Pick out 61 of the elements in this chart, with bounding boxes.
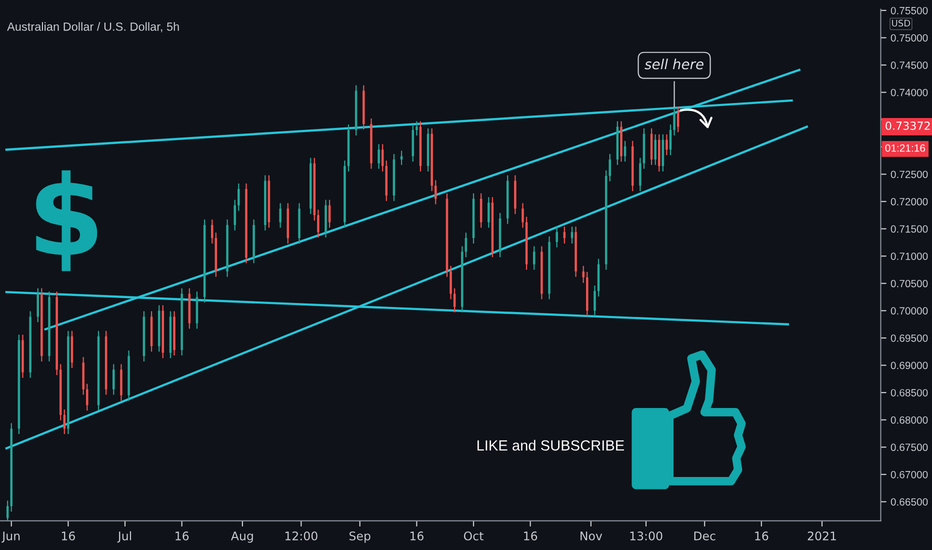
candlestick [450,265,452,300]
candlestick [378,144,380,170]
x-tick-label: Dec [694,532,716,540]
y-tick-label: 0.75500 [890,6,928,14]
x-tick-label: 16 [524,531,538,540]
y-tick-label: 0.70500 [890,280,928,288]
candlestick [522,202,524,228]
y-axis-title: USD [892,20,910,27]
candlestick [36,288,40,323]
candlestick [654,134,656,166]
x-tick-label: Sep [350,531,370,543]
y-tick-label: 0.72000 [890,198,928,206]
candlestick [532,246,536,270]
y-tick-label: 0.74500 [890,62,928,69]
y-tick-label: 0.74000 [890,88,928,96]
x-tick-label: 16 [62,531,75,540]
y-tick-label: 0.69500 [890,334,928,342]
candlestick [238,182,240,212]
x-tick-label: 12:00 [285,531,318,540]
x-tick-label: 13:00 [630,531,662,540]
y-tick-label: 0.69000 [890,362,928,370]
candlestick [594,285,596,317]
candlestick [488,196,490,228]
candlestick [416,120,418,136]
candlestick [434,180,437,205]
candlestick [86,383,88,412]
x-tick-label: 2021 [808,531,836,540]
candlestick [666,134,668,156]
candlestick [234,199,236,231]
text: 0.73372 [886,122,930,130]
x-tick-label: 16 [176,531,189,540]
y-tick-label: 0.67000 [890,470,928,478]
y-tick-label: 0.70000 [890,307,928,315]
annotation: LIKE and SUBSCRIBE [477,440,624,451]
x-tick-label: Nov [580,532,602,540]
text: 01:21:16 [885,144,925,152]
x-tick-label: Aug [231,532,253,543]
y-tick-label: 0.75000 [890,34,928,42]
y-tick-label: 0.71500 [890,225,928,233]
annotation: sell here [644,58,704,70]
candlestick [400,150,403,166]
candlestick [556,226,558,248]
x-tick-label: Oct [464,531,484,540]
x-tick-label: 16 [410,531,424,540]
x-tick-label: Jul [117,531,132,543]
y-tick-label: 0.72500 [890,170,928,178]
text: Australian Dollar / U.S. Dollar, 5h [7,22,179,32]
y-tick-label: 0.71000 [890,252,928,260]
candlestick [279,202,282,228]
candlestick [112,364,115,396]
x-tick-label: Jun [2,532,20,543]
annotation: $ [36,170,98,272]
x-tick-label: 16 [755,531,768,540]
y-tick-label: 0.68000 [890,416,928,424]
y-tick-label: 0.67500 [890,444,928,452]
y-tick-label: 0.68500 [890,389,928,396]
candlestick [582,265,585,284]
candlestick [317,209,320,238]
candlestick [211,218,214,244]
y-tick-label: 0.66500 [890,498,928,506]
candlestick [639,157,642,192]
